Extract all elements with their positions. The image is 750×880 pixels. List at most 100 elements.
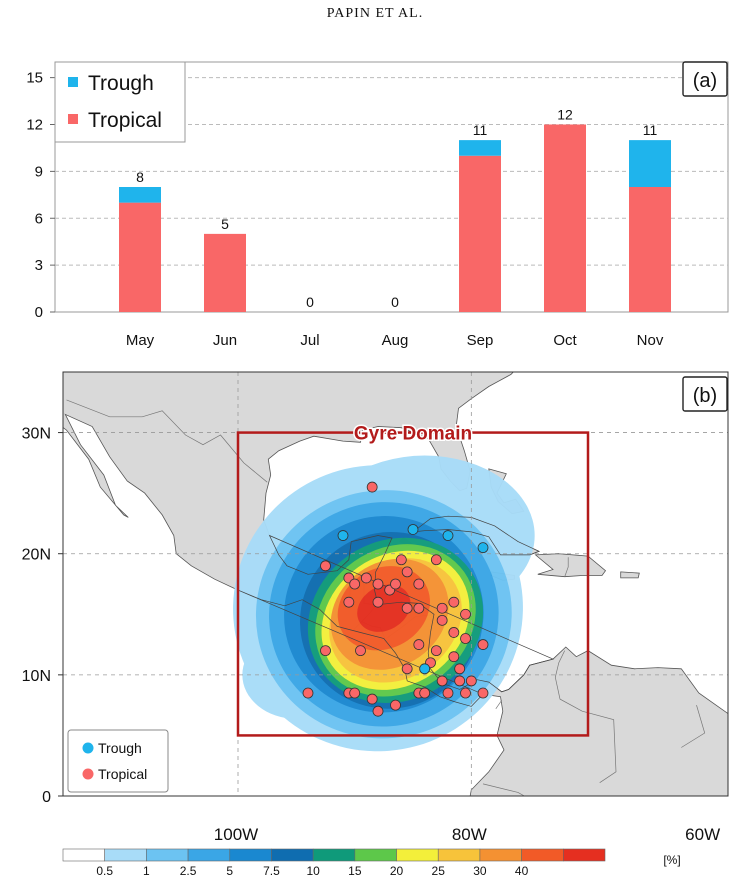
point-tropical [436, 675, 448, 687]
point-tropical [465, 675, 477, 687]
point-tropical [413, 578, 425, 590]
colorbar-bin [229, 848, 272, 862]
x-tick-label: Nov [637, 332, 664, 349]
lat-label: 10N [22, 668, 51, 685]
colorbar-bin [187, 848, 231, 862]
point-tropical [390, 699, 401, 711]
point-tropical [448, 627, 460, 638]
legend-swatch-tropical [68, 114, 78, 124]
point-tropical [302, 687, 314, 699]
colorbar-bin [62, 848, 105, 862]
panel-b-map: Gyre Domain 30N 20N 10N 0 100W 80W 60W (b) Trough… [22, 371, 729, 878]
point-tropical [413, 639, 425, 650]
colorbar-bin [271, 848, 314, 862]
border-haiti-dr [564, 557, 569, 577]
point-tropical [372, 596, 384, 608]
point-tropical [454, 675, 466, 687]
point-tropical [460, 608, 471, 620]
point-tropical [436, 602, 448, 614]
gyre-domain-box [236, 431, 590, 737]
point-tropical [343, 596, 355, 608]
point-tropical [460, 687, 471, 699]
point-tropical [401, 566, 413, 578]
point-trough [407, 524, 419, 535]
colorbar-tick-label: 40 [515, 864, 529, 878]
point-tropical [419, 687, 431, 699]
x-tick-label: Jun [213, 332, 237, 349]
colorbar-tick-label: 25 [432, 864, 446, 878]
point-tropical [401, 663, 413, 675]
point-tropical [436, 614, 448, 626]
border-venezuela-guyana [681, 705, 706, 748]
point-tropical [360, 572, 372, 584]
bar-trough [119, 187, 161, 203]
legend-box [67, 729, 169, 793]
point-trough [442, 530, 454, 541]
plot-frame [54, 61, 729, 313]
map-layer: Gyre Domain [63, 372, 728, 796]
panel-a-bar-chart: 0 3 6 9 12 15 8 May 5 Jun 0 Jul 0 Aug 11 Sep 12 Oct 11 Nov (… [26, 61, 729, 349]
legend-label: Tropical [88, 109, 162, 132]
y-tick-label: 12 [26, 117, 43, 134]
point-tropical [395, 554, 407, 566]
point-tropical [349, 687, 361, 699]
bar-total-label: 0 [391, 294, 399, 310]
colorbar-bin [146, 848, 189, 862]
lon-label: 60W [685, 825, 720, 844]
legend-marker-trough [82, 742, 94, 754]
panel-label-box [682, 61, 728, 97]
border-panama-colombia [495, 700, 502, 709]
y-tick-label: 3 [35, 257, 43, 274]
colorbar-unit: [%] [663, 853, 680, 867]
bar-total-label: 8 [136, 169, 144, 185]
point-tropical [430, 554, 442, 566]
point-tropical [448, 596, 460, 608]
point-trough [337, 530, 349, 541]
border-us-mexico [66, 399, 268, 483]
legend-label: Trough [88, 72, 154, 95]
point-tropical [349, 578, 361, 590]
border-colombia-venezuela [554, 650, 617, 783]
colorbar-tick-label: 0.5 [96, 864, 113, 878]
colorbar-bin [396, 848, 439, 862]
coast-overlay-pacific [237, 589, 484, 707]
coast-overlay-cuba [411, 515, 540, 556]
colorbar-tick-label: 7.5 [263, 864, 280, 878]
panel-label-box [682, 376, 728, 412]
map-frame [62, 371, 729, 797]
colorbar-bin [437, 848, 481, 862]
panel-label: (a) [693, 70, 717, 92]
colorbar-bin [563, 848, 606, 862]
lat-label: 20N [22, 547, 51, 564]
bar-tropical [204, 233, 246, 312]
bar-trough [459, 140, 501, 156]
colorbar-tick-label: 30 [473, 864, 487, 878]
legend-box [54, 61, 186, 143]
colorbar-tick-label: 20 [390, 864, 404, 878]
x-tick-label: Oct [553, 332, 577, 349]
colorbar-bin [104, 848, 147, 862]
y-tick-label: 9 [35, 163, 43, 180]
colorbar-bin [312, 848, 356, 862]
point-tropical [320, 560, 331, 572]
point-tropical [413, 602, 425, 614]
bar-trough [629, 140, 671, 187]
y-tick-label: 6 [35, 210, 43, 227]
lon-label: 80W [452, 825, 487, 844]
point-tropical [454, 663, 466, 675]
lat-label: 30N [22, 426, 51, 443]
point-tropical [477, 639, 489, 650]
colorbar-tick-label: 2.5 [180, 864, 197, 878]
point-tropical [355, 645, 366, 657]
bar-tropical [544, 124, 586, 312]
legend-marker-tropical [82, 768, 94, 780]
point-tropical [320, 645, 331, 657]
bar-tropical [459, 155, 501, 312]
lon-label: 100W [214, 825, 258, 844]
bar-tropical [119, 202, 161, 312]
colorbar-tick-label: 1 [143, 864, 150, 878]
y-tick-label: 0 [35, 304, 43, 321]
legend-swatch-trough [68, 77, 78, 87]
land-puerto-rico [620, 571, 640, 579]
point-tropical [390, 578, 401, 590]
